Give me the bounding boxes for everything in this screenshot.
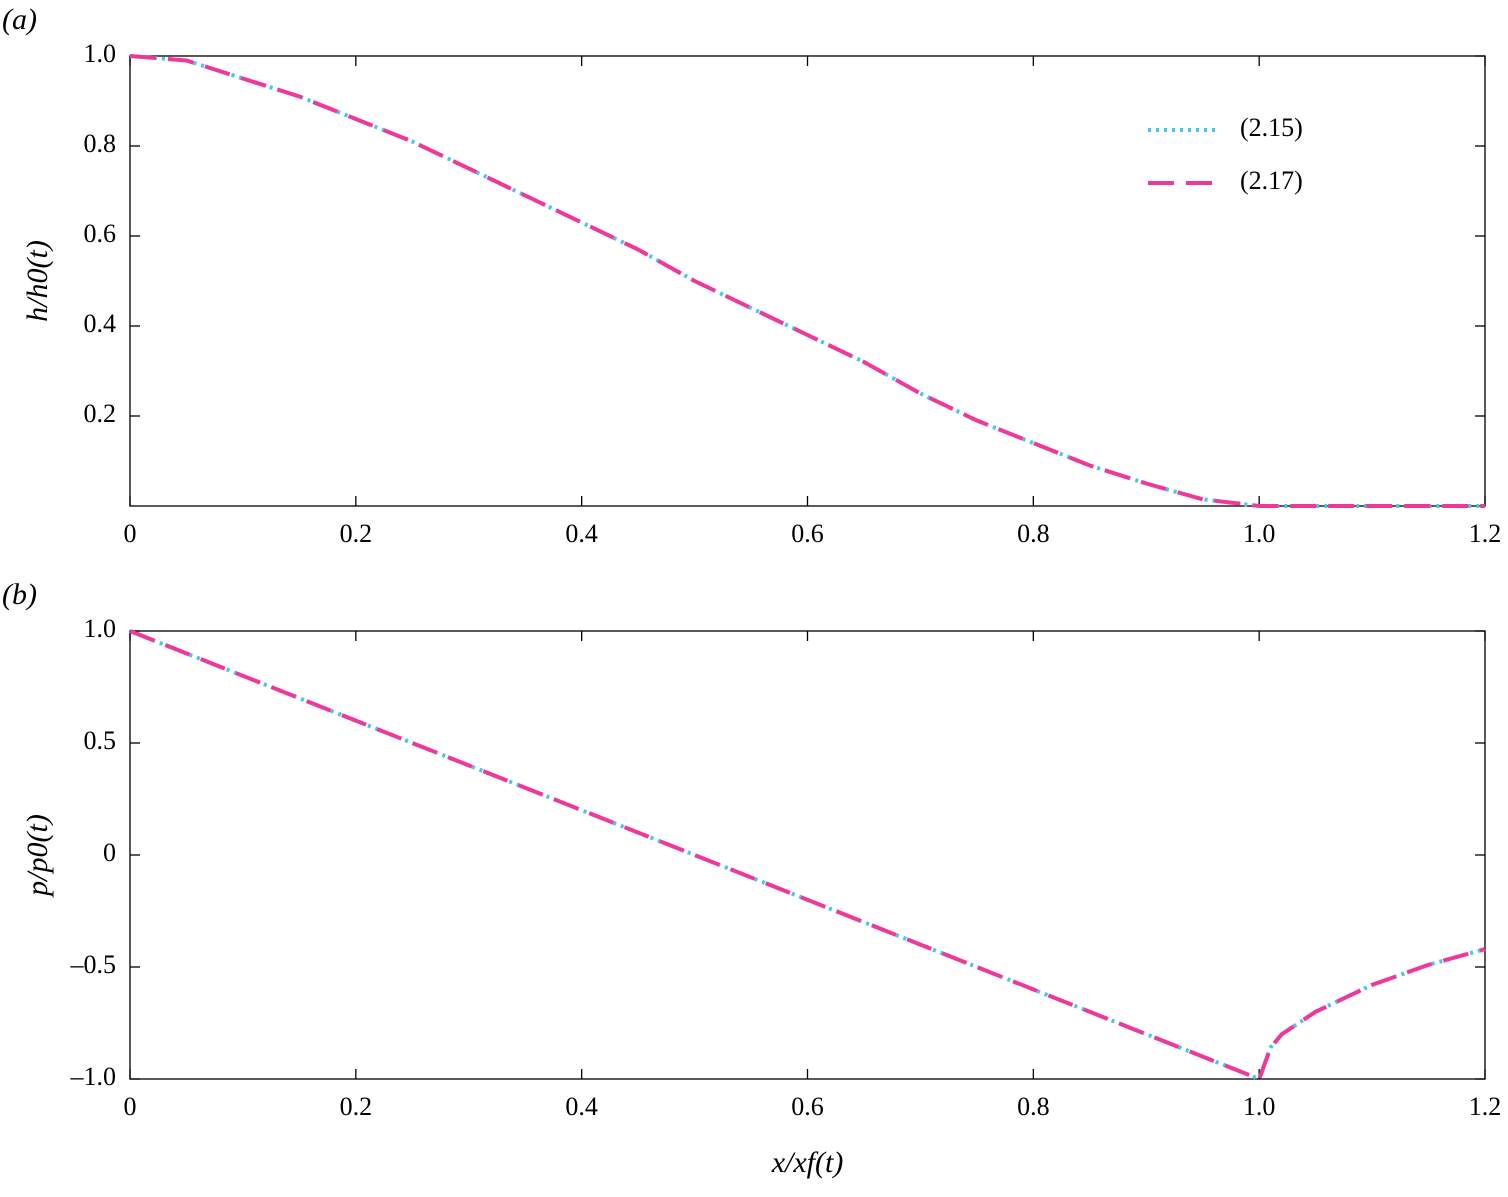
data-line — [129, 629, 1486, 1082]
panel-label: (b) — [2, 578, 37, 611]
x-tick-label: 0 — [124, 519, 137, 548]
x-tick-label: 0.2 — [340, 1092, 373, 1121]
x-tick-label: 1.0 — [1243, 1092, 1276, 1121]
x-tick-label: 0.6 — [791, 1092, 824, 1121]
x-tick-label: 0.6 — [791, 519, 824, 548]
x-tick-label: 1.2 — [1469, 1092, 1502, 1121]
data-line — [129, 54, 1485, 508]
y-tick-label: –1.0 — [70, 1062, 117, 1091]
y-tick-label: 0.2 — [84, 399, 117, 428]
y-tick-label: 1.0 — [84, 39, 117, 68]
legend-label: (2.15) — [1240, 113, 1303, 142]
y-tick-label: 0 — [103, 838, 116, 867]
y-tick-label: 0.6 — [84, 219, 117, 248]
y-tick-label: 0.8 — [84, 129, 117, 158]
y-tick-label: 0.4 — [84, 309, 117, 338]
x-tick-label: 0.2 — [340, 519, 373, 548]
x-axis-label: x/xf(t) — [771, 1146, 844, 1179]
x-tick-label: 1.2 — [1469, 519, 1502, 548]
y-tick-label: 0.5 — [84, 726, 117, 755]
x-tick-label: 1.0 — [1243, 519, 1276, 548]
x-tick-label: 0 — [124, 1092, 137, 1121]
y-axis-label: h/h0(t) — [21, 240, 54, 322]
y-axis-label: p/p0(t) — [21, 814, 54, 898]
x-tick-label: 0.8 — [1017, 519, 1050, 548]
y-tick-label: 1.0 — [84, 614, 117, 643]
x-tick-label: 0.8 — [1017, 1092, 1050, 1121]
data-line — [129, 629, 1486, 1082]
plot-frame — [129, 630, 1486, 1080]
legend-label: (2.17) — [1240, 166, 1303, 195]
x-tick-label: 0.4 — [565, 1092, 598, 1121]
x-tick-label: 0.4 — [565, 519, 598, 548]
y-tick-label: –0.5 — [70, 950, 117, 979]
panel-label: (a) — [2, 3, 37, 36]
